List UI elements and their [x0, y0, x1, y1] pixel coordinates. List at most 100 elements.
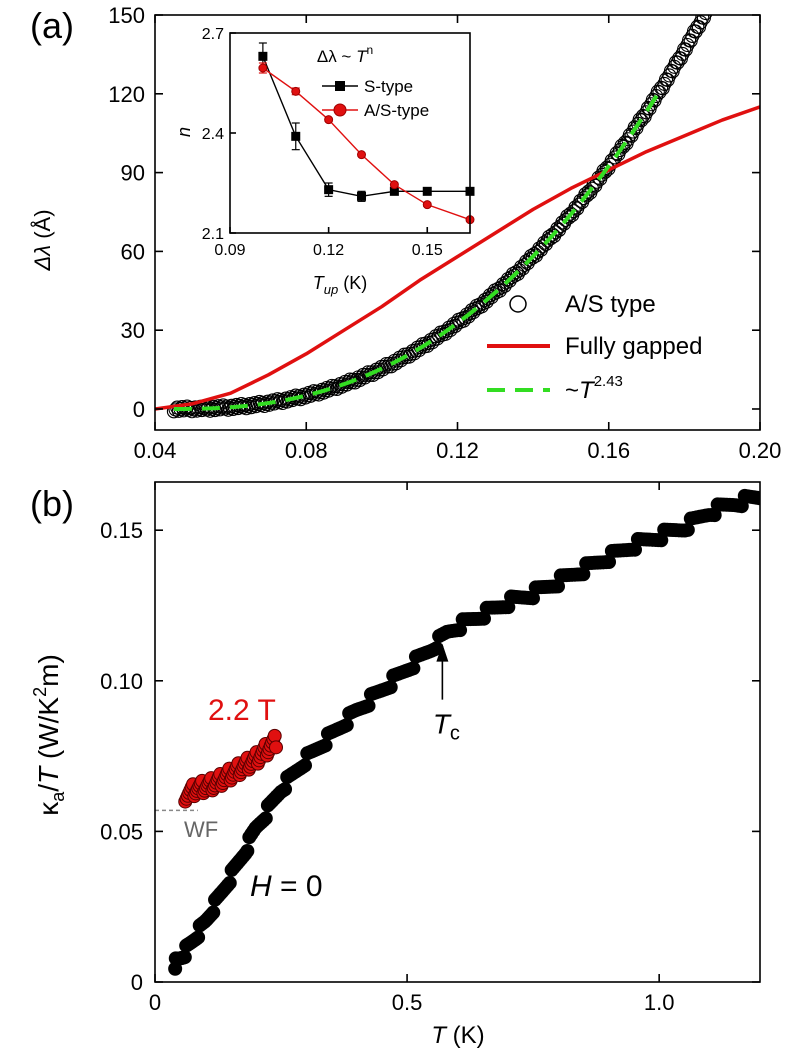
h0-point [627, 542, 642, 557]
panel-b-xtick-label: 0.5 [392, 990, 423, 1015]
panel-b-marks [155, 488, 760, 976]
panel-a: (a) 0.04 0.08 0.12 0.16 0.20 0 30 60 90 120 150 Δλ… [30, 0, 782, 463]
as-type-point [706, 0, 719, 5]
inset-legend-as-type-marker [333, 103, 347, 117]
inset-s-type-point [389, 186, 399, 196]
inset-title-symbol: T [356, 47, 368, 66]
panel-a-ytick-label: 30 [121, 318, 145, 343]
panel-b-frame [154, 481, 761, 983]
as-type-point [509, 265, 524, 280]
panel-b-ylabel-kappa: κ [33, 801, 64, 816]
panel-b-xlabel-symbol: T [431, 1022, 448, 1049]
as-type-point [704, 0, 717, 10]
inset-xlabel-symbol: T [313, 273, 326, 293]
h0-point [383, 680, 398, 695]
h0-point [258, 811, 273, 826]
panel-a-ytick-label: 90 [121, 161, 145, 186]
h0-point [707, 508, 722, 523]
h0-point [222, 875, 237, 890]
h0-point [501, 600, 516, 615]
panel-b-xlabel-unit: (K) [446, 1022, 485, 1049]
inset-xtick-label: 0.15 [412, 242, 443, 259]
h-zero-label: H = 0 [250, 870, 323, 903]
inset-ytick-label: 2.1 [202, 226, 224, 243]
inset-ylabel: n [174, 127, 194, 137]
panel-a-inset: 0.09 0.12 0.152.12.42.7 n Tup (K) Δλ ~ Tn … [174, 26, 475, 297]
legend-power-law-sup: 2.43 [594, 373, 623, 390]
panel-a-xtick-label: 0.20 [739, 438, 782, 463]
field-label-2-2t: 2.2 T [208, 694, 276, 727]
legend-fully-gapped-label: Fully gapped [565, 333, 702, 360]
panel-a-marks [155, 0, 760, 419]
inset-background [230, 33, 470, 233]
panel-a-xtick-label: 0.08 [285, 438, 328, 463]
as-type-point [707, 0, 720, 5]
as-type-point [504, 270, 519, 285]
panel-b-plot-area [155, 488, 760, 976]
h0-point [525, 591, 540, 606]
inset-as-type-point [389, 180, 399, 190]
h0-point [240, 843, 255, 858]
h0-point [177, 950, 192, 965]
panel-a-xtick-label: 0.04 [134, 438, 177, 463]
inset-ytick-label: 2.7 [202, 26, 224, 43]
h0-point [551, 579, 566, 594]
h0-point [576, 567, 591, 582]
panel-b-ylabel-unit-a: (W/K [33, 697, 64, 767]
panel-b-ylabel-slash: / [33, 784, 64, 792]
h0-point [654, 533, 669, 548]
panel-a-plot-area [155, 0, 760, 419]
panel-b-ylabel-t: T [33, 765, 64, 784]
panel-a-ytick-label: 0 [133, 397, 145, 422]
as-type-point [706, 15, 712, 16]
legend-power-law-label: ~T2.43 [565, 373, 623, 404]
inset-legend-as-type-label: A/S-type [364, 101, 429, 120]
panel-a-ylabel: Δλ (Å) [30, 209, 55, 271]
inset-xlabel: Tup (K) [313, 273, 367, 297]
legend-as-type-marker [509, 295, 527, 313]
panel-b-xtick-label: 0 [149, 990, 161, 1015]
panel-a-xtick-label: 0.12 [436, 438, 479, 463]
inset-legend-s-type-marker [335, 81, 345, 91]
tc-arrow-head [436, 643, 449, 662]
tc-label-sub: c [450, 723, 460, 745]
panel-b-ytick-label: 0.05 [100, 819, 143, 844]
inset-xlabel-unit: (K) [338, 273, 367, 293]
inset-title-prefix: Δλ ~ [317, 47, 356, 66]
h0-point [406, 661, 421, 676]
h0-point [476, 611, 491, 626]
inset-as-type-point [422, 200, 432, 210]
inset-title-sup: n [366, 43, 373, 57]
h0-point [206, 905, 221, 920]
inset-s-type-point [324, 185, 334, 195]
inset-as-type-point [291, 86, 301, 96]
panel-b-label: (b) [30, 483, 74, 524]
inset-xtick-label: 0.09 [214, 242, 245, 259]
inset-marks [258, 42, 475, 225]
inset-s-type-point [357, 191, 367, 201]
legend-power-law-prefix: ~ [565, 377, 579, 404]
h-zero-symbol: H [250, 870, 272, 903]
panel-b-ticks: 0 0.5 1.0 0 0.05 0.10 0.15 [100, 482, 760, 1015]
legend-power-law-symbol: T [579, 377, 596, 404]
inset-xtick-label: 0.12 [313, 242, 344, 259]
h0-point [298, 758, 313, 773]
legend-as-type-label: A/S type [565, 291, 656, 318]
h0-point [453, 623, 468, 638]
panel-b: (b) 0 0.5 1.000.050.100.15 T (K) κa/T (W/K… [30, 481, 761, 1049]
inset-as-type-point [357, 150, 367, 160]
inset-s-type-point [258, 51, 268, 61]
inset-s-type-point [422, 186, 432, 196]
inset-legend-s-type-label: S-type [364, 77, 413, 96]
panel-b-ytick-label: 0 [131, 970, 143, 995]
as-type-point [514, 259, 529, 274]
h0-point [361, 698, 376, 713]
as-type-point [705, 15, 709, 16]
inset-ticks: 0.09 0.12 0.15 2.1 2.4 2.7 [202, 26, 443, 259]
panel-b-ylabel-sub: a [48, 791, 68, 802]
as-type-point [711, 0, 724, 1]
panel-b-xlabel: T (K) [431, 1022, 484, 1049]
h0-point [680, 522, 695, 537]
inset-as-type-point [324, 115, 334, 125]
